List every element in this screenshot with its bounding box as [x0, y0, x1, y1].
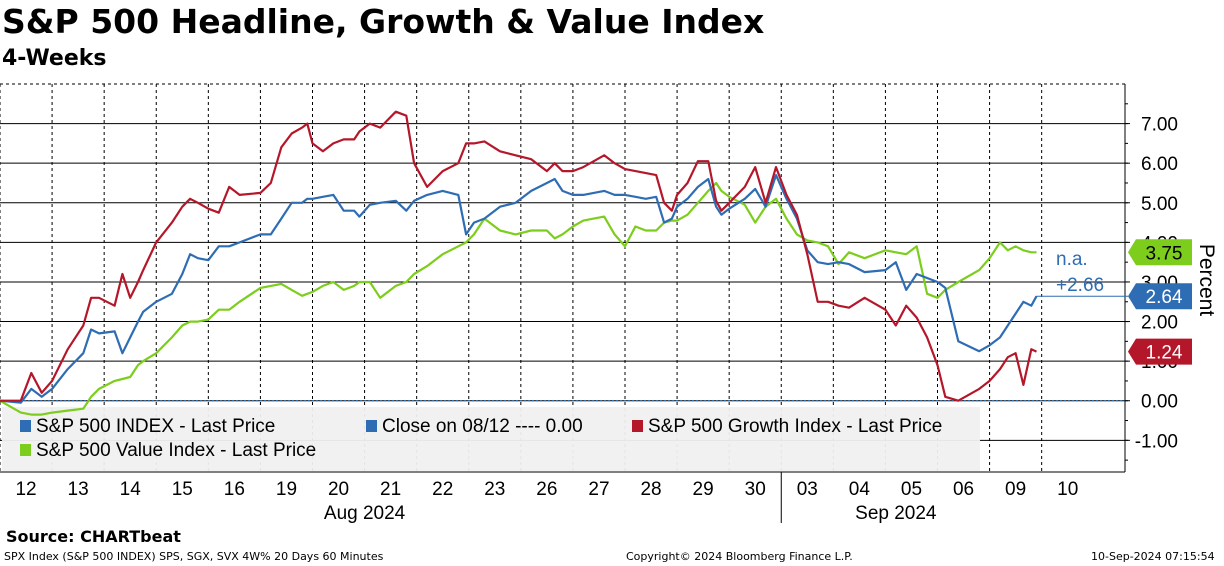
x-tick-label: 14 — [120, 479, 142, 500]
x-tick-label: 09 — [1005, 479, 1026, 500]
y-tick-label: 6.00 — [1141, 154, 1178, 175]
footer-timestamp: 10-Sep-2024 07:15:54 — [1091, 550, 1215, 563]
legend-label-close[interactable]: Close on 08/12 ---- 0.00 — [382, 416, 583, 437]
legend-swatch-close[interactable] — [366, 420, 377, 432]
growth-badge-text: 1.24 — [1146, 343, 1183, 364]
growth-badge-shape — [1128, 338, 1192, 365]
source-note: Source: CHARTbeat — [6, 527, 181, 546]
legend-box — [2, 407, 980, 471]
headline-annotation: +2.66 — [1056, 275, 1104, 296]
x-tick-label: 20 — [328, 479, 349, 500]
value-badge-shape — [1128, 239, 1192, 266]
x-tick-label: 15 — [172, 479, 193, 500]
legend[interactable]: S&P 500 INDEX - Last Price Close on 08/12… — [20, 416, 942, 461]
legend-background — [2, 407, 980, 471]
value-labels: 2.64 1.24 3.75 n.a. +2.66 — [1036, 239, 1192, 365]
y-tick-label: 7.00 — [1141, 115, 1178, 136]
legend-swatch-headline[interactable] — [20, 420, 31, 432]
x-tick-label: 27 — [588, 479, 609, 500]
x-tick-label: 12 — [15, 479, 36, 500]
y-axis-title: Percent — [1195, 244, 1218, 317]
x-tick-label: 05 — [901, 479, 922, 500]
y-tick-label: 0.00 — [1141, 392, 1178, 413]
footer-description: SPX Index (S&P 500 INDEX) SPS, SGX, SVX … — [4, 550, 384, 563]
legend-label-value[interactable]: S&P 500 Value Index - Last Price — [36, 440, 316, 461]
grid — [0, 83, 1125, 472]
x-tick-label: 03 — [797, 479, 818, 500]
growth-series-line — [0, 110, 1037, 402]
headline-badge-shape — [1128, 283, 1192, 310]
x-tick-label: 10 — [1057, 479, 1078, 500]
x-tick-label: 13 — [68, 479, 89, 500]
value-value-badge: 3.75 — [1128, 239, 1192, 266]
x-tick-label: 21 — [380, 479, 401, 500]
y-tick-label: 2.00 — [1141, 313, 1178, 334]
y-tick-label: 5.00 — [1141, 194, 1178, 215]
x-tick-label: 23 — [484, 479, 505, 500]
chart-subtitle: 4-Weeks — [2, 46, 107, 71]
x-tick-label: 29 — [693, 479, 714, 500]
x-tick-label: 22 — [432, 479, 453, 500]
legend-label-headline[interactable]: S&P 500 INDEX - Last Price — [36, 416, 275, 437]
x-tick-label: 04 — [849, 479, 871, 500]
headline-value-badge: 2.64 — [1128, 283, 1192, 310]
x-tick-label: 30 — [745, 479, 766, 500]
chart-title: S&P 500 Headline, Growth & Value Index — [2, 2, 765, 41]
axes: -1.000.001.002.003.004.005.006.007.00Per… — [0, 84, 1218, 524]
month-label: Sep 2024 — [855, 503, 937, 524]
headline-series-line — [0, 174, 1038, 404]
series-lines — [0, 110, 1125, 416]
headline-badge-text: 2.64 — [1146, 287, 1183, 308]
y-tick-label: -1.00 — [1135, 431, 1178, 452]
x-tick-label: 19 — [276, 479, 297, 500]
value-series-line — [0, 181, 1037, 416]
x-tick-label: 06 — [953, 479, 974, 500]
value-annotation: n.a. — [1056, 249, 1088, 270]
x-tick-label: 28 — [640, 479, 661, 500]
legend-swatch-value[interactable] — [20, 444, 31, 456]
legend-label-growth[interactable]: S&P 500 Growth Index - Last Price — [648, 416, 942, 437]
x-tick-label: 16 — [224, 479, 245, 500]
legend-swatch-growth[interactable] — [632, 420, 643, 432]
value-badge-text: 3.75 — [1146, 243, 1183, 264]
x-tick-label: 26 — [536, 479, 557, 500]
footer-copyright: Copyright© 2024 Bloomberg Finance L.P. — [626, 550, 853, 563]
month-label: Aug 2024 — [324, 503, 406, 524]
growth-value-badge: 1.24 — [1128, 338, 1192, 365]
